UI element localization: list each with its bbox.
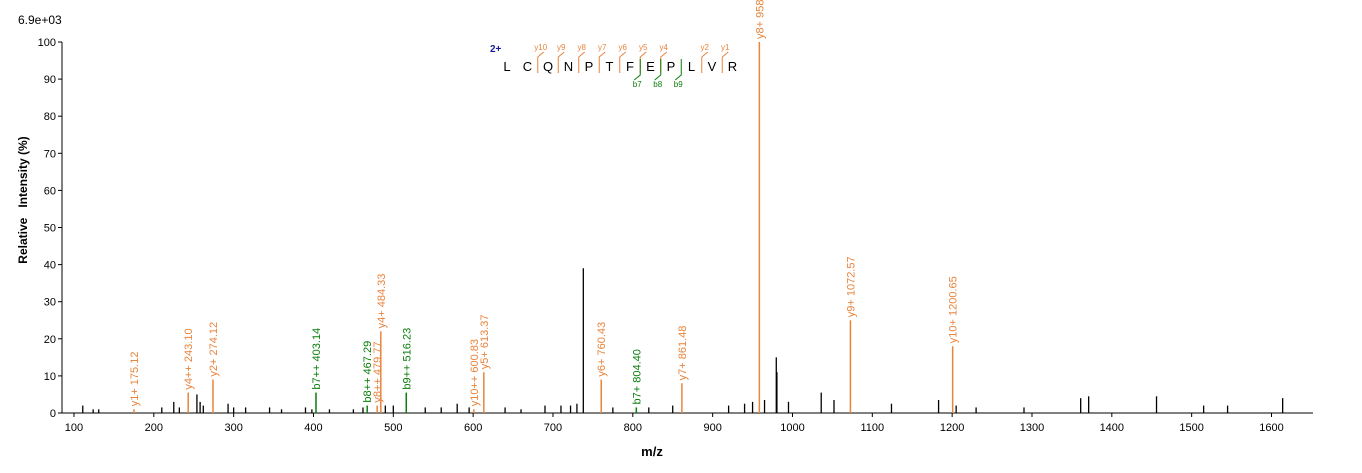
y-ion-bracket: [537, 51, 545, 73]
b-ion-bracket: [633, 59, 641, 81]
y-tick-label: 0: [50, 408, 56, 420]
x-tick-label: 1500: [1179, 422, 1203, 434]
x-tick-label: 400: [304, 422, 322, 434]
y-tick-label: 60: [44, 185, 56, 197]
x-tick-label: 1300: [1020, 422, 1044, 434]
x-tick-label: 1000: [780, 422, 804, 434]
y-ion-label: y5: [639, 43, 648, 52]
b-ion-bracket: [674, 59, 682, 81]
x-tick-label: 800: [624, 422, 642, 434]
peak-label: y8++ 479.77: [372, 341, 384, 402]
x-tick-label: 1600: [1259, 422, 1283, 434]
peak-label: b7+ 804.40: [631, 349, 643, 404]
y-ion-label: y9: [557, 43, 566, 52]
peak-label: y7+ 861.48: [677, 326, 689, 381]
charge-state: 2+: [490, 44, 502, 55]
x-tick-label: 100: [65, 422, 83, 434]
peak-label: y10+ 1200.65: [948, 276, 960, 343]
peak-label: y10++ 600.83: [469, 339, 481, 406]
peak-label: y6+ 760.43: [596, 322, 608, 377]
peak-label: b7++ 403.14: [311, 328, 323, 390]
y-ion-label: y10: [534, 43, 547, 52]
residue: T: [606, 59, 614, 74]
y-tick-label: 50: [44, 223, 56, 235]
peak-label: y4++ 243.10: [183, 328, 195, 389]
residue: N: [564, 59, 573, 74]
y-axis-label: Relative Intensity (%): [16, 136, 30, 263]
peak-label: y9+ 1072.57: [845, 256, 857, 317]
y-ion-bracket: [619, 51, 627, 73]
x-axis-label: m/z: [641, 444, 663, 459]
y-ion-label: y1: [721, 43, 730, 52]
peak-label: y5+ 613.37: [479, 314, 491, 369]
b-ion-bracket: [654, 59, 662, 81]
peak-label: y2+ 274.12: [208, 322, 220, 377]
y-ion-label: y4: [660, 43, 669, 52]
x-tick-label: 700: [544, 422, 562, 434]
intensity-label: 6.9e+03: [18, 13, 62, 27]
y-ion-label: y8: [578, 43, 587, 52]
peak-label: y8+ 958.5: [754, 0, 766, 39]
peak-label: b9++ 516.23: [401, 328, 413, 390]
y-tick-label: 30: [44, 297, 56, 309]
x-tick-label: 1100: [860, 422, 884, 434]
b-ion-label: b7: [633, 80, 642, 89]
peak-label: y4+ 484.33: [376, 274, 388, 329]
residue: Q: [543, 59, 553, 74]
b-ion-label: b8: [653, 80, 662, 89]
y-tick-label: 10: [44, 371, 56, 383]
y-tick-label: 100: [38, 37, 56, 49]
residue: L: [688, 59, 695, 74]
y-ion-bracket: [557, 51, 565, 73]
y-tick-label: 80: [44, 111, 56, 123]
residue: F: [626, 59, 634, 74]
y-tick-label: 40: [44, 260, 56, 272]
y-ion-bracket: [701, 51, 709, 73]
residue: V: [708, 59, 717, 74]
y-ion-bracket: [578, 51, 586, 73]
y-ion-bracket: [721, 51, 729, 73]
residue: P: [585, 59, 594, 74]
x-tick-label: 500: [384, 422, 402, 434]
y-ion-label: y2: [701, 43, 710, 52]
b-ion-label: b9: [674, 80, 683, 89]
y-ion-label: y7: [598, 43, 607, 52]
x-tick-label: 1200: [940, 422, 964, 434]
x-tick-label: 300: [224, 422, 242, 434]
x-tick-label: 200: [145, 422, 163, 434]
x-tick-label: 1400: [1100, 422, 1124, 434]
y-ion-label: y6: [619, 43, 628, 52]
peak-label: y1+ 175.12: [129, 352, 141, 407]
y-tick-label: 90: [44, 74, 56, 86]
x-tick-label: 900: [703, 422, 721, 434]
residue: C: [523, 59, 532, 74]
residue: P: [667, 59, 676, 74]
residue: L: [503, 59, 510, 74]
residue: R: [728, 59, 737, 74]
y-tick-label: 70: [44, 148, 56, 160]
x-tick-label: 600: [464, 422, 482, 434]
peak-label: b8++ 467.29: [362, 341, 374, 403]
y-tick-label: 20: [44, 334, 56, 346]
residue: E: [646, 59, 655, 74]
y-ion-bracket: [598, 51, 606, 73]
